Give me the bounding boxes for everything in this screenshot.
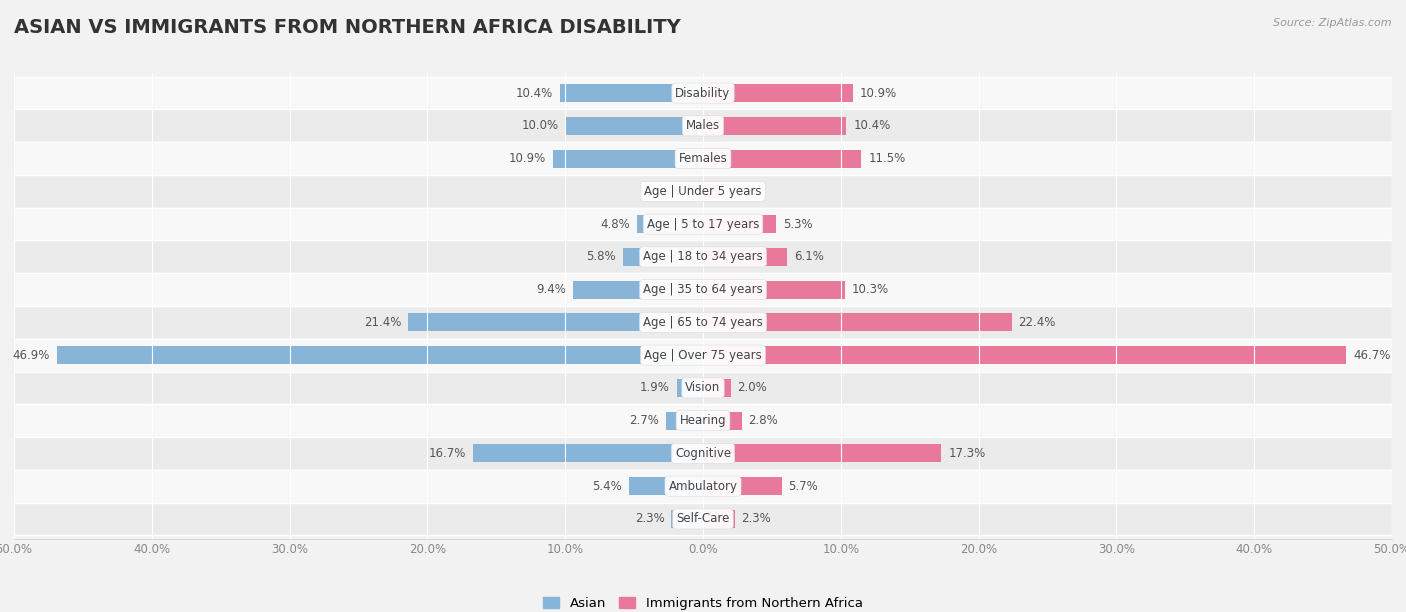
Bar: [703, 444, 942, 463]
Bar: [408, 313, 703, 331]
Text: 4.8%: 4.8%: [600, 218, 630, 231]
Text: 10.4%: 10.4%: [516, 86, 553, 100]
Text: 1.2%: 1.2%: [727, 185, 756, 198]
Text: Age | 5 to 17 years: Age | 5 to 17 years: [647, 218, 759, 231]
Bar: [14, 437, 1392, 470]
Bar: [628, 477, 703, 495]
Text: 2.0%: 2.0%: [738, 381, 768, 394]
Text: 46.9%: 46.9%: [13, 349, 49, 362]
Bar: [574, 281, 703, 299]
Bar: [14, 470, 1392, 502]
Bar: [14, 371, 1392, 405]
Text: Cognitive: Cognitive: [675, 447, 731, 460]
Bar: [703, 379, 731, 397]
Text: 2.8%: 2.8%: [748, 414, 778, 427]
Text: Source: ZipAtlas.com: Source: ZipAtlas.com: [1274, 18, 1392, 28]
Bar: [703, 84, 853, 102]
Text: Disability: Disability: [675, 86, 731, 100]
Bar: [14, 405, 1392, 437]
Text: Age | Under 5 years: Age | Under 5 years: [644, 185, 762, 198]
Bar: [703, 215, 776, 233]
Text: 16.7%: 16.7%: [429, 447, 465, 460]
Text: 2.7%: 2.7%: [628, 414, 659, 427]
Bar: [14, 207, 1392, 241]
Text: Age | Over 75 years: Age | Over 75 years: [644, 349, 762, 362]
Text: Males: Males: [686, 119, 720, 132]
Bar: [560, 84, 703, 102]
Text: 5.4%: 5.4%: [592, 480, 621, 493]
Text: 5.7%: 5.7%: [789, 480, 818, 493]
Bar: [14, 502, 1392, 536]
Legend: Asian, Immigrants from Northern Africa: Asian, Immigrants from Northern Africa: [538, 592, 868, 612]
Text: 10.4%: 10.4%: [853, 119, 890, 132]
Bar: [14, 306, 1392, 339]
Text: 2.3%: 2.3%: [634, 512, 665, 526]
Text: 10.0%: 10.0%: [522, 119, 558, 132]
Text: 1.9%: 1.9%: [640, 381, 669, 394]
Text: Self-Care: Self-Care: [676, 512, 730, 526]
Text: 22.4%: 22.4%: [1018, 316, 1056, 329]
Text: 5.3%: 5.3%: [783, 218, 813, 231]
Text: 6.1%: 6.1%: [794, 250, 824, 263]
Text: 9.4%: 9.4%: [537, 283, 567, 296]
Bar: [14, 241, 1392, 273]
Bar: [472, 444, 703, 463]
Bar: [14, 142, 1392, 175]
Bar: [623, 248, 703, 266]
Bar: [703, 182, 720, 200]
Bar: [703, 412, 741, 430]
Bar: [14, 110, 1392, 142]
Bar: [14, 339, 1392, 371]
Bar: [637, 215, 703, 233]
Bar: [56, 346, 703, 364]
Bar: [703, 510, 735, 528]
Text: 21.4%: 21.4%: [364, 316, 401, 329]
Bar: [703, 149, 862, 168]
Bar: [14, 175, 1392, 207]
Bar: [671, 510, 703, 528]
Bar: [703, 313, 1012, 331]
Bar: [14, 76, 1392, 110]
Text: 17.3%: 17.3%: [948, 447, 986, 460]
Bar: [676, 379, 703, 397]
Text: 10.3%: 10.3%: [852, 283, 889, 296]
Bar: [553, 149, 703, 168]
Bar: [703, 477, 782, 495]
Text: Age | 18 to 34 years: Age | 18 to 34 years: [643, 250, 763, 263]
Text: 2.3%: 2.3%: [741, 512, 772, 526]
Text: Hearing: Hearing: [679, 414, 727, 427]
Bar: [14, 273, 1392, 306]
Text: 10.9%: 10.9%: [860, 86, 897, 100]
Text: Females: Females: [679, 152, 727, 165]
Bar: [565, 117, 703, 135]
Text: Ambulatory: Ambulatory: [668, 480, 738, 493]
Text: 10.9%: 10.9%: [509, 152, 546, 165]
Text: 5.8%: 5.8%: [586, 250, 616, 263]
Text: ASIAN VS IMMIGRANTS FROM NORTHERN AFRICA DISABILITY: ASIAN VS IMMIGRANTS FROM NORTHERN AFRICA…: [14, 18, 681, 37]
Bar: [703, 346, 1347, 364]
Bar: [703, 281, 845, 299]
Bar: [703, 117, 846, 135]
Text: Vision: Vision: [685, 381, 721, 394]
Text: 1.1%: 1.1%: [651, 185, 681, 198]
Bar: [703, 248, 787, 266]
Bar: [666, 412, 703, 430]
Bar: [688, 182, 703, 200]
Text: Age | 65 to 74 years: Age | 65 to 74 years: [643, 316, 763, 329]
Text: 46.7%: 46.7%: [1354, 349, 1391, 362]
Text: 11.5%: 11.5%: [869, 152, 905, 165]
Text: Age | 35 to 64 years: Age | 35 to 64 years: [643, 283, 763, 296]
